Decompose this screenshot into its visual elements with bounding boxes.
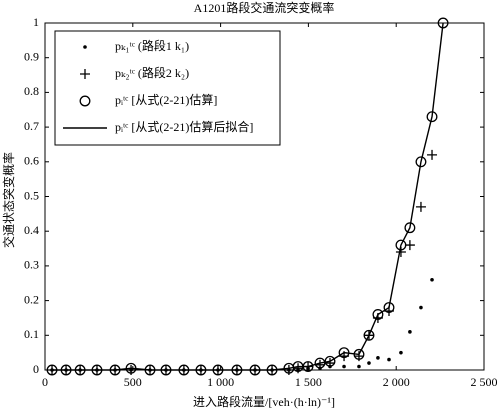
y-tick-label: 0.2 bbox=[24, 292, 39, 306]
legend-label: pᵢᵗᶜ [从式(2-21)估算] bbox=[115, 92, 217, 107]
circle-marker bbox=[324, 355, 336, 367]
legend: pₖ₁ᵗᶜ (路段1 k₁) pₖ₂ᵗᶜ (路段2 k₂) pᵢᵗᶜ [从式(2-2… bbox=[54, 30, 281, 146]
legend-label: pₖ₁ᵗᶜ (路段1 k₁) bbox=[115, 38, 189, 53]
circle-marker bbox=[395, 239, 407, 251]
legend-label: pₖ₂ᵗᶜ (路段2 k₂) bbox=[115, 65, 189, 80]
dot-marker bbox=[376, 356, 380, 360]
dot-marker bbox=[387, 357, 391, 362]
x-tick-label: 1 500 bbox=[295, 375, 322, 389]
dot-marker bbox=[419, 305, 423, 310]
fit-line bbox=[52, 22, 444, 371]
legend-label: pᵢᵗᶜ [从式(2-21)估算后拟合] bbox=[115, 119, 253, 134]
circle-marker bbox=[415, 156, 427, 168]
x-tick-label: 0 bbox=[42, 375, 48, 389]
plus-marker bbox=[404, 240, 415, 251]
dot-marker bbox=[399, 350, 403, 355]
x-tick-label: 500 bbox=[124, 375, 142, 389]
chart-title: A1201路段交通流突变概率 bbox=[194, 0, 335, 15]
dot-marker bbox=[83, 45, 87, 49]
x-tick-label: 1 000 bbox=[207, 375, 234, 389]
legend-box bbox=[54, 30, 281, 146]
y-tick-label: 0.8 bbox=[24, 84, 39, 98]
plus-marker bbox=[80, 69, 90, 79]
circle-marker bbox=[404, 222, 416, 234]
plus-marker bbox=[415, 201, 426, 212]
y-axis-label: 交通状态突变概率 bbox=[1, 152, 16, 248]
y-tick-label: 1 bbox=[33, 15, 39, 29]
y-tick-label: 0.1 bbox=[24, 327, 39, 341]
circle-marker bbox=[314, 357, 326, 369]
x-axis-label: 进入路段流量/[veh·(h·ln)⁻¹] bbox=[193, 394, 335, 409]
dot-marker bbox=[357, 364, 361, 369]
dot-marker bbox=[408, 330, 412, 334]
plus-marker bbox=[427, 149, 438, 160]
x-tick-label: 2 000 bbox=[383, 375, 410, 389]
y-tick-label: 0.3 bbox=[24, 258, 39, 272]
circle-marker bbox=[79, 95, 91, 107]
circle-marker bbox=[383, 302, 395, 313]
y-tick-label: 0 bbox=[33, 362, 39, 376]
y-tick-label: 0.5 bbox=[24, 188, 39, 202]
y-tick-label: 0.6 bbox=[24, 154, 39, 168]
y-tick-label: 0.4 bbox=[24, 223, 39, 237]
circle-marker bbox=[372, 309, 384, 320]
dot-marker bbox=[430, 277, 434, 282]
y-tick-label: 0.7 bbox=[24, 119, 39, 133]
y-tick-label: 0.9 bbox=[24, 49, 39, 63]
circle-marker bbox=[363, 329, 375, 341]
x-tick-label: 2 500 bbox=[471, 375, 497, 389]
dot-marker bbox=[367, 361, 371, 365]
dot-marker bbox=[342, 364, 346, 369]
